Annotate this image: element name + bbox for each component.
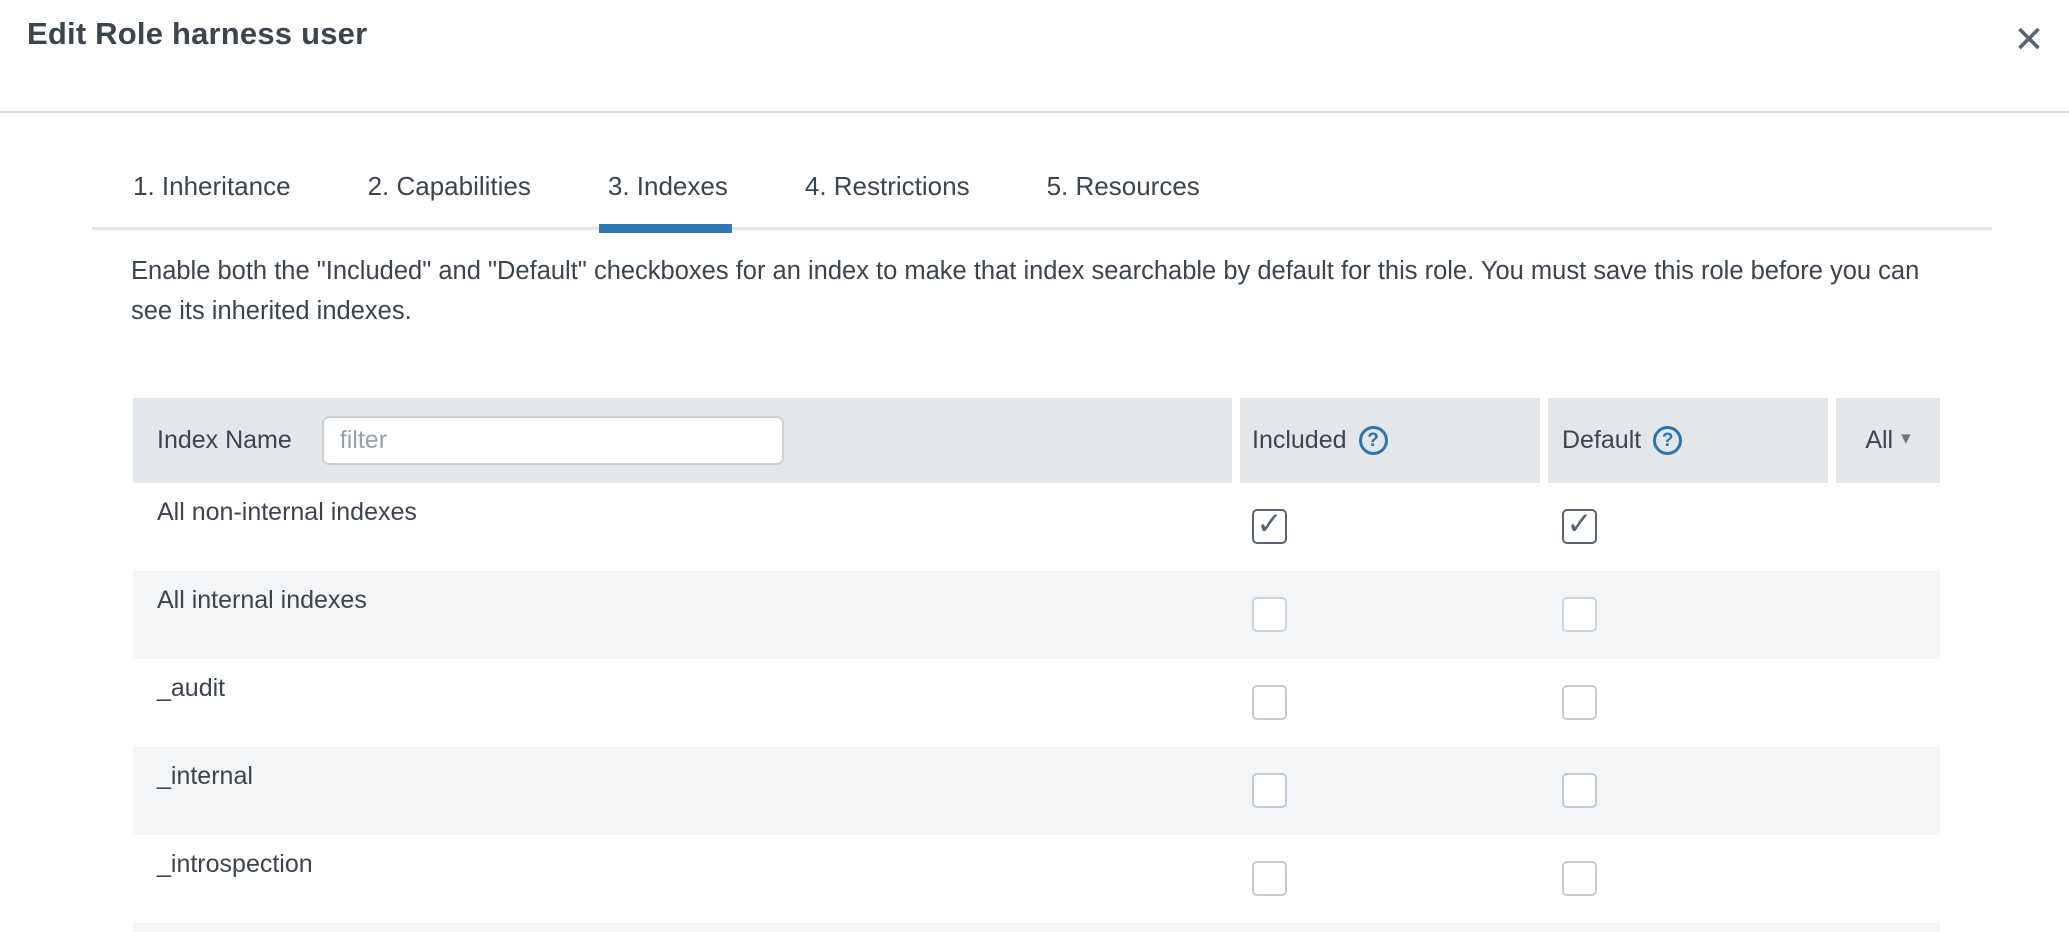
default-cell: ✓ [1548, 835, 1836, 923]
default-checkbox[interactable]: ✓ [1562, 861, 1597, 896]
table-row: _audit ✓ ✓ [133, 659, 1940, 747]
indexes-table: Index Name Included ? Default ? All ▾ Al… [133, 398, 1940, 932]
index-name-cell: _audit [157, 674, 226, 702]
column-header-index-name: Index Name [133, 398, 1232, 483]
column-header-default: Default ? [1548, 398, 1828, 483]
header-gap [1540, 398, 1548, 483]
tab-resources[interactable]: 5. Resources [1046, 171, 1200, 201]
tab-inheritance[interactable]: 1. Inheritance [133, 171, 291, 201]
chevron-down-icon: ▾ [1901, 428, 1911, 449]
table-row-partial [133, 923, 1940, 932]
tab-bar: 1. Inheritance 2. Capabilities 3. Indexe… [92, 150, 1992, 233]
spacer-cell [1836, 835, 1940, 923]
included-checkbox[interactable]: ✓ [1252, 861, 1287, 896]
spacer-cell [1836, 483, 1940, 571]
index-name-cell: All non-internal indexes [157, 498, 417, 526]
table-row: _internal ✓ ✓ [133, 747, 1940, 835]
index-name-cell: _introspection [157, 850, 313, 878]
all-dropdown[interactable]: All ▾ [1836, 398, 1940, 483]
default-help-icon[interactable]: ? [1653, 426, 1683, 455]
tab-capabilities[interactable]: 2. Capabilities [367, 171, 531, 201]
close-button[interactable]: ✕ [2003, 14, 2055, 66]
table-row: All internal indexes ✓ ✓ [133, 571, 1940, 659]
table-row: All non-internal indexes ✓ ✓ [133, 483, 1940, 571]
close-icon: ✕ [2013, 18, 2045, 61]
spacer-cell [1836, 571, 1940, 659]
default-checkbox: ✓ [1562, 597, 1597, 632]
included-cell: ✓ [1240, 835, 1548, 923]
table-row: _introspection ✓ ✓ [133, 835, 1940, 923]
spacer-cell [1836, 659, 1940, 747]
tab-restrictions[interactable]: 4. Restrictions [804, 171, 970, 201]
default-cell: ✓ [1548, 747, 1836, 835]
filter-input[interactable] [321, 416, 784, 465]
check-icon: ✓ [1566, 506, 1593, 542]
included-checkbox[interactable]: ✓ [1252, 773, 1287, 808]
all-dropdown-label: All [1865, 426, 1894, 454]
index-name-label: Index Name [157, 426, 292, 454]
default-cell: ✓ [1548, 659, 1836, 747]
spacer-cell [1836, 747, 1940, 835]
default-checkbox[interactable]: ✓ [1562, 773, 1597, 808]
included-cell: ✓ [1240, 747, 1548, 835]
dialog-title: Edit Role harness user [27, 16, 368, 51]
default-checkbox[interactable]: ✓ [1562, 685, 1597, 720]
default-cell: ✓ [1548, 571, 1836, 659]
included-checkbox[interactable]: ✓ [1252, 685, 1287, 720]
included-cell: ✓ [1240, 571, 1548, 659]
included-checkbox: ✓ [1252, 597, 1287, 632]
included-cell: ✓ [1240, 483, 1548, 571]
included-help-icon[interactable]: ? [1358, 426, 1388, 455]
included-label: Included [1252, 426, 1347, 454]
table-header: Index Name Included ? Default ? All ▾ [133, 398, 1940, 483]
default-checkbox[interactable]: ✓ [1562, 509, 1597, 544]
default-label: Default [1562, 426, 1642, 454]
dialog-header: Edit Role harness user ✕ [0, 0, 2069, 113]
included-cell: ✓ [1240, 659, 1548, 747]
description-text: Enable both the "Included" and "Default"… [131, 257, 1920, 325]
header-gap [1232, 398, 1240, 483]
index-name-cell: All internal indexes [157, 586, 367, 614]
column-header-included: Included ? [1240, 398, 1540, 483]
check-icon: ✓ [1256, 506, 1283, 542]
index-name-cell: _internal [157, 762, 253, 790]
default-cell: ✓ [1548, 483, 1836, 571]
tab-indexes[interactable]: 3. Indexes [598, 150, 732, 233]
header-gap [1828, 398, 1836, 483]
included-checkbox[interactable]: ✓ [1252, 509, 1287, 544]
